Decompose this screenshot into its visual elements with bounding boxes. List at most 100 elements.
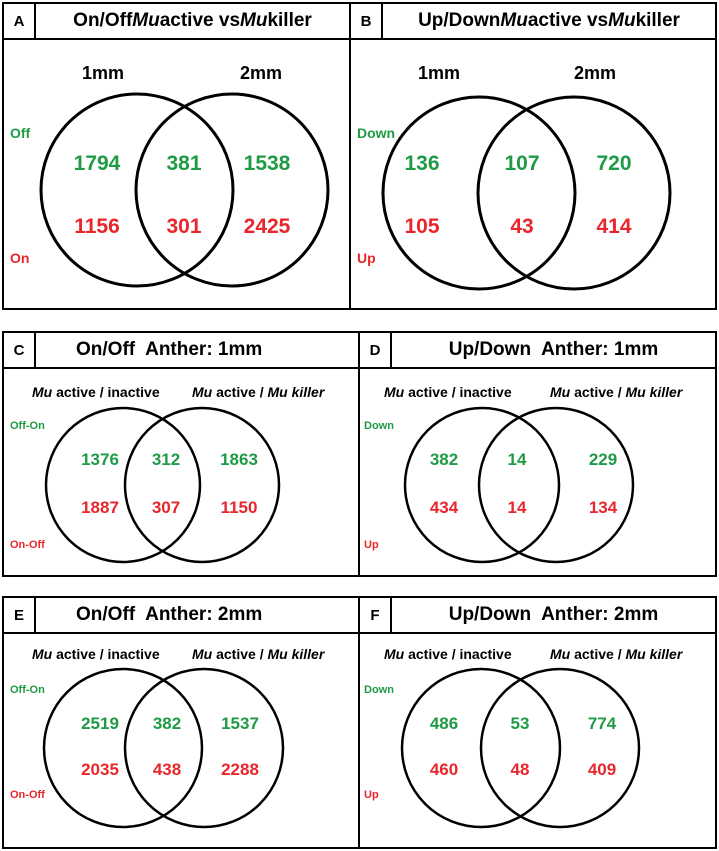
bottom-row-label: On — [10, 250, 29, 266]
top-row-label: Down — [357, 125, 395, 141]
right-only-top-count: 229 — [589, 450, 617, 469]
panel-e-header: E On/Off Anther: 2mm — [4, 598, 358, 634]
right-only-top-count: 720 — [596, 152, 631, 175]
overlap-bottom-count: 438 — [153, 760, 181, 779]
panel-e-venn: Mu active / inactive Mu active / Mu kill… — [10, 646, 326, 829]
panel-f: F Up/Down Anther: 2mm Mu active / inactiv… — [358, 596, 717, 849]
panel-f-header: F Up/Down Anther: 2mm — [360, 598, 715, 634]
panel-e-title: On/Off Anther: 2mm — [76, 604, 263, 625]
overlap-top-count: 14 — [508, 450, 527, 469]
right-set-label: Mu active / Mu killer — [550, 384, 684, 400]
overlap-bottom-count: 14 — [508, 498, 527, 517]
left-only-top-count: 2519 — [81, 714, 119, 733]
right-only-top-count: 1537 — [221, 714, 259, 733]
right-only-bottom-count: 134 — [589, 498, 618, 517]
bottom-row-label: Up — [364, 539, 379, 551]
panel-d-header: D Up/Down Anther: 1mm — [360, 333, 715, 369]
panel-f-venn: Mu active / inactive Mu active / Mu kill… — [364, 646, 684, 829]
left-only-top-count: 136 — [404, 152, 439, 175]
left-circle — [400, 667, 562, 829]
left-only-bottom-count: 1887 — [81, 498, 119, 517]
left-only-top-count: 1794 — [74, 152, 121, 175]
panel-b-title: Up/Down Mu active vs Mu killer — [418, 10, 680, 31]
panel-c-venn: Mu active / inactive Mu active / Mu kill… — [10, 384, 326, 564]
right-circle — [123, 406, 281, 564]
right-only-top-count: 774 — [588, 714, 617, 733]
overlap-bottom-count: 307 — [152, 498, 180, 517]
right-only-top-count: 1863 — [220, 450, 258, 469]
left-set-label: Mu active / inactive — [32, 384, 160, 400]
right-set-label: Mu active / Mu killer — [550, 646, 684, 662]
panel-a-title: On/Off Mu active vs Mu killer — [73, 10, 312, 31]
left-only-bottom-count: 460 — [430, 760, 458, 779]
left-only-top-count: 382 — [430, 450, 458, 469]
overlap-bottom-count: 48 — [511, 760, 530, 779]
overlap-bottom-count: 43 — [510, 215, 533, 238]
right-circle — [479, 667, 641, 829]
bottom-row-label: On-Off — [10, 789, 45, 801]
panel-c-title: On/Off Anther: 1mm — [76, 339, 263, 360]
overlap-top-count: 382 — [153, 714, 181, 733]
right-circle — [476, 95, 672, 291]
bottom-row-label: On-Off — [10, 539, 45, 551]
top-row-label: Down — [364, 684, 394, 696]
left-circle — [44, 406, 202, 564]
left-set-label: Mu active / inactive — [384, 384, 512, 400]
panel-a-venn: 1mm 2mm Off On 1794 381 1538 1156 301 24… — [10, 63, 330, 288]
left-only-bottom-count: 2035 — [81, 760, 119, 779]
left-only-bottom-count: 105 — [404, 215, 439, 238]
top-row-label: Off-On — [10, 684, 45, 696]
panel-d-venn: Mu active / inactive Mu active / Mu kill… — [364, 384, 684, 564]
right-only-bottom-count: 414 — [596, 215, 631, 238]
overlap-top-count: 312 — [152, 450, 180, 469]
overlap-top-count: 53 — [511, 714, 530, 733]
panel-c: C On/Off Anther: 1mm Mu active / inactive… — [2, 331, 360, 577]
panel-c-header: C On/Off Anther: 1mm — [4, 333, 358, 369]
right-only-bottom-count: 2425 — [244, 215, 291, 238]
panel-b-header: B Up/Down Mu active vs Mu killer — [351, 4, 715, 40]
right-only-bottom-count: 2288 — [221, 760, 259, 779]
panel-c-letter: C — [4, 333, 36, 367]
right-set-label: Mu active / Mu killer — [192, 384, 326, 400]
panel-d-letter: D — [360, 333, 392, 367]
right-set-label: 2mm — [240, 63, 282, 83]
left-circle — [381, 95, 577, 291]
panel-e-letter: E — [4, 598, 36, 632]
overlap-bottom-count: 301 — [166, 215, 201, 238]
left-circle — [42, 667, 204, 829]
panel-f-title: Up/Down Anther: 2mm — [448, 604, 659, 625]
left-set-label: 1mm — [418, 63, 460, 83]
right-circle — [477, 406, 635, 564]
right-only-top-count: 1538 — [244, 152, 291, 175]
panel-e: E On/Off Anther: 2mm Mu active / inactive… — [2, 596, 360, 849]
overlap-top-count: 381 — [166, 152, 201, 175]
right-only-bottom-count: 1150 — [221, 498, 258, 517]
overlap-top-count: 107 — [504, 152, 539, 175]
left-only-top-count: 1376 — [81, 450, 119, 469]
panel-a-letter: A — [4, 4, 36, 38]
left-set-label: Mu active / inactive — [384, 646, 512, 662]
panel-b-venn: 1mm 2mm Down Up 136 107 720 105 43 414 — [357, 63, 672, 291]
panel-a-header: A On/Off Mu active vs Mu killer — [4, 4, 349, 40]
right-circle — [134, 92, 330, 288]
left-circle — [39, 92, 235, 288]
panel-b-letter: B — [351, 4, 383, 38]
left-only-bottom-count: 1156 — [74, 215, 120, 238]
right-set-label: Mu active / Mu killer — [192, 646, 326, 662]
left-only-bottom-count: 434 — [430, 498, 459, 517]
left-set-label: 1mm — [82, 63, 124, 83]
top-row-label: Down — [364, 420, 394, 432]
panel-d-title: Up/Down Anther: 1mm — [448, 339, 659, 360]
panel-d: D Up/Down Anther: 1mm Mu active / inactiv… — [358, 331, 717, 577]
left-set-label: Mu active / inactive — [32, 646, 160, 662]
top-row-label: Off-On — [10, 420, 45, 432]
left-circle — [403, 406, 561, 564]
bottom-row-label: Up — [364, 789, 379, 801]
panel-f-letter: F — [360, 598, 392, 632]
right-set-label: 2mm — [574, 63, 616, 83]
left-only-top-count: 486 — [430, 714, 458, 733]
bottom-row-label: Up — [357, 250, 376, 266]
right-circle — [123, 667, 285, 829]
panel-b: B Up/Down Mu active vs Mu killer 1mm 2mm… — [349, 2, 717, 310]
panel-a: A On/Off Mu active vs Mu killer 1mm 2mm … — [2, 2, 351, 310]
